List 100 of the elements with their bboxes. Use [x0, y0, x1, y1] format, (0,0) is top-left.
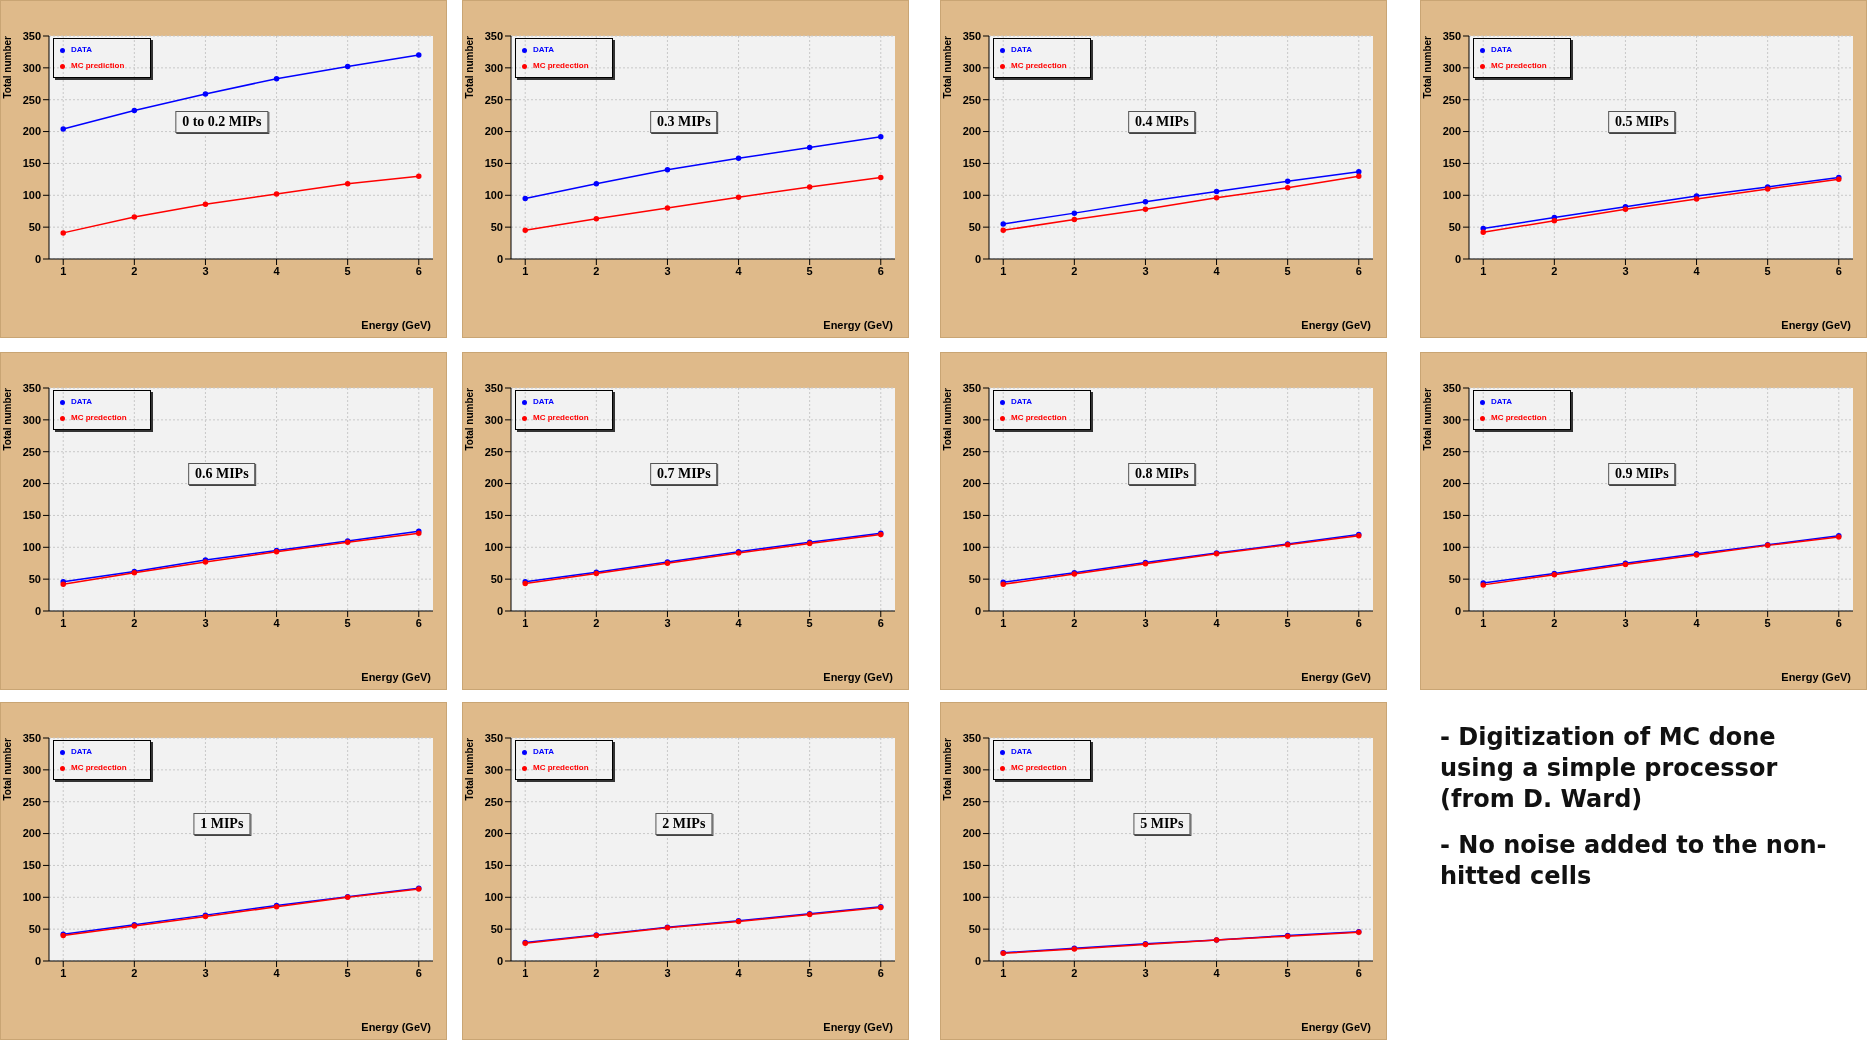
y-tick-label: 350 [484, 381, 503, 394]
x-tick-label: 3 [1622, 264, 1629, 277]
y-tick-label: 150 [962, 157, 981, 170]
text: 0.4 MIPs [1127, 111, 1196, 133]
x-tick-label: 6 [877, 966, 884, 979]
y-tick-label: 0 [496, 954, 503, 967]
y-axis-title: Total number [2, 36, 13, 99]
x-tick-label: 1 [522, 264, 529, 277]
x-tick-label: 4 [273, 616, 281, 629]
y-tick-label: 100 [962, 891, 981, 904]
y-tick-label: 300 [962, 413, 981, 426]
y-tick-label: 150 [484, 859, 503, 872]
x-tick-label: 1 [1480, 264, 1487, 277]
legend-label: DATA [1011, 746, 1033, 758]
x-tick-label: 4 [735, 966, 743, 979]
x-tick-label: 5 [344, 264, 351, 277]
y-tick-label: 100 [1442, 541, 1461, 554]
y-tick-label: 350 [484, 731, 503, 744]
x-tick-label: 3 [202, 264, 209, 277]
y-tick-label: 150 [1442, 509, 1461, 522]
x-tick-label: 2 [131, 264, 138, 277]
x-tick-label: 4 [1693, 264, 1701, 277]
x-tick-label: 2 [131, 616, 138, 629]
x-tick-label: 1 [1000, 616, 1007, 629]
y-tick-label: 50 [28, 573, 41, 586]
x-axis-title: Energy (GeV) [361, 1021, 431, 1033]
legend-label: MC predection [533, 60, 589, 72]
y-tick-label: 250 [1442, 445, 1461, 458]
y-axis-title: Total number [1422, 36, 1433, 99]
y-tick-label: 350 [22, 29, 41, 42]
x-tick-label: 5 [806, 616, 813, 629]
x-tick-label: 1 [60, 966, 67, 979]
x-tick-label: 2 [131, 966, 138, 979]
x-tick-label: 5 [344, 966, 351, 979]
y-tick-label: 200 [962, 827, 981, 840]
y-tick-label: 250 [962, 445, 981, 458]
legend-label: DATA [1491, 44, 1513, 56]
y-tick-label: 100 [1442, 189, 1461, 202]
legend-label: MC predection [1011, 412, 1067, 424]
x-axis-title: Energy (GeV) [1781, 319, 1851, 331]
y-axis-title: Total number [942, 36, 953, 99]
legend-label: MC predection [71, 412, 127, 424]
y-tick-label: 0 [974, 252, 981, 265]
y-tick-label: 50 [490, 923, 503, 936]
y-tick-label: 300 [484, 61, 503, 74]
x-axis-title: Energy (GeV) [823, 671, 893, 683]
x-tick-label: 6 [415, 616, 422, 629]
y-axis-title: Total number [464, 388, 475, 451]
legend-label: MC predection [1491, 412, 1547, 424]
y-tick-label: 200 [484, 477, 503, 490]
text: 5 MIPs [1133, 813, 1191, 835]
y-tick-label: 250 [962, 795, 981, 808]
x-axis-title: Energy (GeV) [823, 1021, 893, 1033]
y-tick-label: 50 [968, 221, 981, 234]
x-tick-label: 2 [1071, 966, 1078, 979]
x-tick-label: 6 [1355, 616, 1362, 629]
legend-label: MC predection [71, 762, 127, 774]
x-tick-label: 5 [1764, 616, 1771, 629]
text: 0 to 0.2 MIPs [175, 111, 269, 133]
x-tick-label: 1 [1000, 966, 1007, 979]
x-tick-label: 5 [806, 966, 813, 979]
y-tick-label: 350 [1442, 29, 1461, 42]
legend-label: DATA [533, 396, 555, 408]
y-tick-label: 350 [22, 381, 41, 394]
y-tick-label: 200 [22, 125, 41, 138]
x-tick-label: 3 [664, 616, 671, 629]
y-axis-title: Total number [1422, 388, 1433, 451]
x-axis-title: Energy (GeV) [1301, 319, 1371, 331]
x-tick-label: 4 [1213, 966, 1221, 979]
x-axis-title: Energy (GeV) [823, 319, 893, 331]
legend-label: DATA [533, 746, 555, 758]
y-tick-label: 200 [484, 125, 503, 138]
x-tick-label: 5 [344, 616, 351, 629]
y-tick-label: 150 [22, 859, 41, 872]
y-tick-label: 100 [484, 891, 503, 904]
x-tick-label: 3 [664, 264, 671, 277]
y-tick-label: 50 [28, 923, 41, 936]
x-tick-label: 6 [1835, 616, 1842, 629]
y-tick-label: 300 [1442, 413, 1461, 426]
x-tick-label: 4 [1213, 616, 1221, 629]
y-tick-label: 50 [490, 221, 503, 234]
text: 0.9 MIPs [1607, 463, 1676, 485]
x-tick-label: 3 [664, 966, 671, 979]
x-tick-label: 1 [60, 264, 67, 277]
y-tick-label: 50 [1448, 573, 1461, 586]
x-tick-label: 4 [1213, 264, 1221, 277]
x-tick-label: 3 [1142, 264, 1149, 277]
y-tick-label: 0 [496, 252, 503, 265]
y-tick-label: 50 [1448, 221, 1461, 234]
x-tick-label: 6 [415, 264, 422, 277]
y-tick-label: 350 [484, 29, 503, 42]
y-tick-label: 300 [22, 763, 41, 776]
x-tick-label: 1 [522, 966, 529, 979]
y-tick-label: 300 [962, 61, 981, 74]
legend-label: MC predection [533, 762, 589, 774]
text: 0.5 MIPs [1607, 111, 1676, 133]
y-tick-label: 300 [22, 413, 41, 426]
y-tick-label: 250 [22, 445, 41, 458]
x-tick-label: 2 [593, 966, 600, 979]
x-tick-label: 2 [593, 616, 600, 629]
